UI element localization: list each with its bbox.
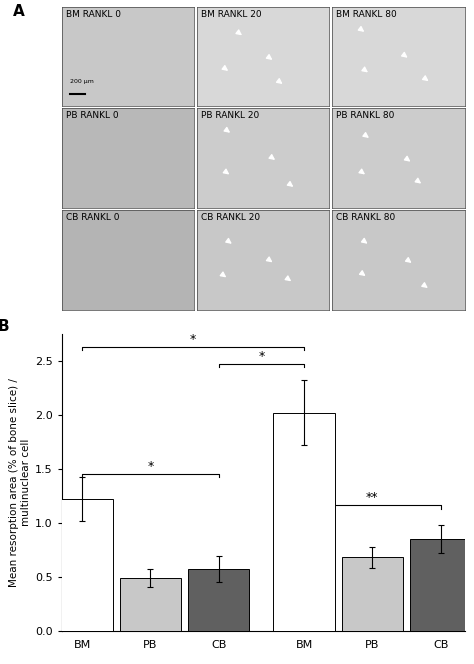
Text: **: ** [366, 491, 379, 505]
Text: 200 μm: 200 μm [70, 80, 93, 84]
Text: A: A [13, 3, 25, 19]
Text: BM RANKL 0: BM RANKL 0 [65, 10, 120, 19]
Bar [342, 557, 403, 631]
Bar [51, 499, 113, 631]
Text: BM RANKL 80: BM RANKL 80 [336, 10, 397, 19]
Text: B: B [0, 319, 9, 334]
Text: PB RANKL 80: PB RANKL 80 [336, 112, 394, 120]
Y-axis label: Mean resorption area (% of bone slice) /
multinuclear cell: Mean resorption area (% of bone slice) /… [9, 378, 31, 587]
Text: PB RANKL 20: PB RANKL 20 [201, 112, 259, 120]
Text: BM RANKL 20: BM RANKL 20 [201, 10, 261, 19]
Text: CB RANKL 80: CB RANKL 80 [336, 213, 395, 222]
Text: CB RANKL 0: CB RANKL 0 [65, 213, 119, 222]
Bar [410, 539, 471, 631]
Bar [273, 412, 335, 631]
Text: *: * [147, 460, 154, 473]
Text: PB RANKL 0: PB RANKL 0 [65, 112, 118, 120]
Text: *: * [258, 350, 264, 363]
Text: *: * [190, 333, 196, 345]
Text: CB RANKL 20: CB RANKL 20 [201, 213, 260, 222]
Bar [188, 569, 249, 631]
Bar [119, 578, 181, 631]
